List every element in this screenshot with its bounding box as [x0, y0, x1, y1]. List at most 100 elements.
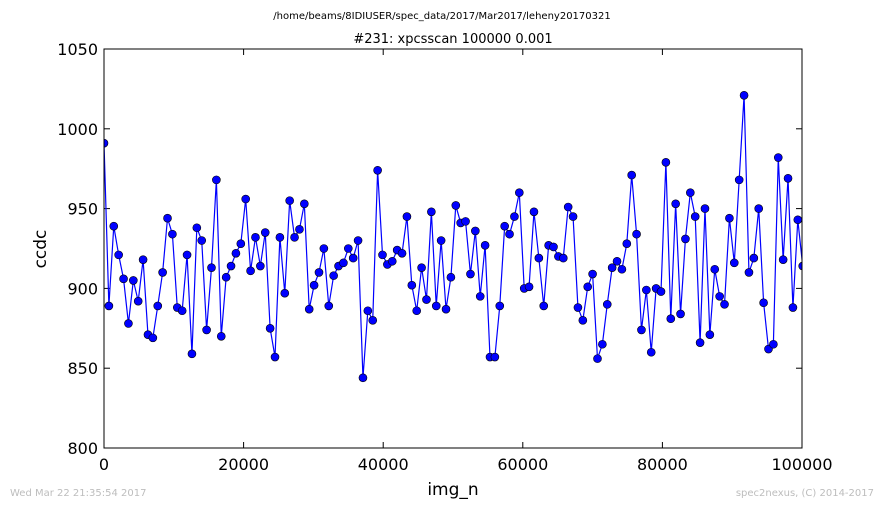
data-point: [133, 296, 143, 306]
y-tick-label: 950: [67, 200, 98, 219]
data-point: [441, 304, 451, 314]
data-point: [843, 243, 851, 251]
data-point: [177, 306, 187, 316]
tick-labels: 0 20000 40000 60000 80000 100000 800 850 900 950 1…: [57, 40, 832, 474]
series-points-group: [104, 90, 851, 383]
data-point: [236, 239, 246, 249]
data-point: [422, 295, 431, 304]
data-point: [114, 250, 123, 260]
y-tick-label: 900: [67, 279, 98, 298]
data-point: [329, 271, 338, 280]
data-point: [192, 223, 202, 233]
data-point: [212, 175, 221, 185]
data-point: [529, 207, 539, 217]
data-point: [461, 217, 470, 226]
data-point: [407, 280, 417, 290]
data-point: [838, 267, 846, 275]
data-point: [343, 244, 353, 253]
data-point: [808, 273, 816, 281]
data-point: [256, 261, 265, 271]
data-point: [627, 170, 636, 180]
data-point: [686, 188, 695, 197]
data-point: [500, 221, 509, 231]
data-point: [319, 244, 329, 253]
data-point: [402, 212, 412, 221]
data-point: [828, 256, 836, 264]
y-tick-label: 1000: [57, 120, 98, 139]
data-point: [671, 199, 680, 209]
data-point: [593, 354, 602, 363]
data-point: [378, 250, 387, 260]
data-point: [158, 268, 167, 277]
series-line: [104, 95, 802, 378]
data-point: [813, 343, 821, 351]
data-point: [646, 347, 656, 357]
data-point: [495, 301, 505, 311]
data-point: [275, 233, 285, 242]
data-point: [387, 256, 397, 266]
chart-path-title: /home/beams/8IDIUSER/spec_data/2017/Mar2…: [273, 11, 610, 22]
data-point: [769, 339, 778, 349]
data-point: [304, 304, 314, 314]
data-point: [617, 264, 627, 274]
data-point: [412, 306, 422, 316]
data-point: [823, 238, 831, 246]
data-point: [632, 229, 641, 239]
data-point: [720, 300, 729, 309]
data-point: [715, 292, 724, 301]
data-point: [773, 153, 783, 162]
data-point: [466, 269, 475, 279]
data-point: [549, 242, 558, 252]
data-point: [759, 298, 768, 308]
data-point: [510, 212, 519, 221]
data-point: [573, 303, 583, 312]
data-point: [231, 248, 241, 258]
data-point: [690, 212, 700, 221]
data-point: [710, 264, 720, 274]
data-point: [348, 253, 358, 263]
data-point: [417, 263, 426, 272]
data-point: [480, 241, 490, 250]
data-point: [168, 229, 177, 239]
data-point: [270, 352, 280, 362]
data-point: [539, 301, 549, 311]
data-point: [285, 196, 294, 205]
data-point: [153, 301, 163, 311]
data-point: [265, 323, 275, 333]
y-tick-label: 850: [67, 359, 98, 378]
data-point: [280, 288, 290, 298]
data-point: [202, 325, 211, 335]
y-tick-label: 1050: [57, 40, 98, 59]
data-point: [368, 316, 378, 325]
data-point: [637, 325, 646, 335]
data-point: [290, 233, 299, 242]
footer-timestamp: Wed Mar 22 21:35:54 2017: [10, 488, 147, 499]
data-point: [749, 253, 759, 263]
data-point: [622, 239, 632, 249]
data-point: [754, 204, 764, 213]
data-point: [681, 234, 690, 244]
data-point: [515, 188, 524, 197]
data-point: [505, 229, 514, 239]
data-point: [197, 236, 207, 245]
data-point: [818, 243, 826, 251]
data-point: [558, 253, 568, 263]
data-point: [607, 263, 617, 272]
data-point: [676, 309, 685, 319]
data-point: [436, 236, 446, 245]
data-point: [163, 213, 172, 223]
data-point: [700, 204, 710, 213]
data-point: [744, 268, 754, 277]
data-point: [612, 256, 622, 266]
data-point: [187, 349, 197, 359]
data-point: [207, 263, 216, 272]
y-axis-label: ccdc: [31, 230, 51, 269]
data-point: [129, 276, 138, 285]
data-point: [598, 339, 607, 349]
data-point: [451, 201, 461, 210]
data-point: [739, 90, 749, 100]
data-point: [578, 316, 588, 325]
data-point: [431, 301, 441, 311]
x-tick-label: 40000: [358, 455, 409, 474]
data-point: [148, 333, 158, 343]
